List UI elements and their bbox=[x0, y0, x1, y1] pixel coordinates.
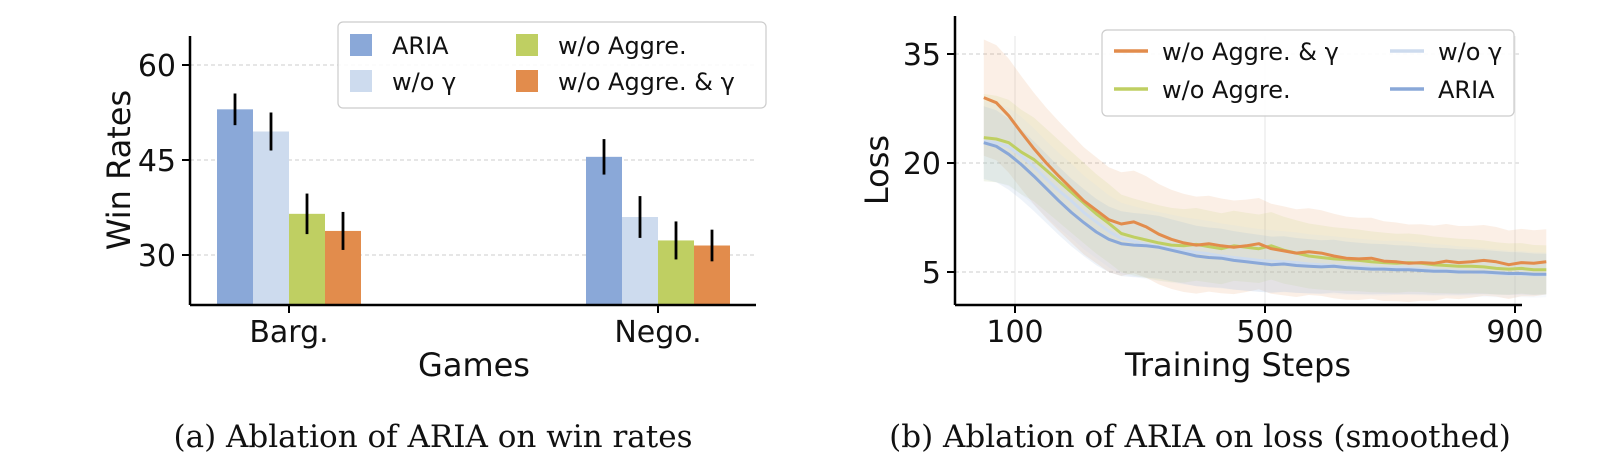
band-aria bbox=[983, 106, 1547, 295]
bar-aria-nego bbox=[586, 156, 622, 305]
panel-b-x-tick-label: 100 bbox=[986, 315, 1043, 350]
legend-label-aria: ARIA bbox=[392, 32, 449, 60]
panel-b-lines bbox=[983, 96, 1547, 277]
panel-a-x-tick-label: Nego. bbox=[614, 315, 701, 350]
legend-swatch-w-o-aggre bbox=[516, 34, 538, 56]
panel-a-legend-frame bbox=[337, 21, 767, 109]
legend-label-w-o-gamma: w/o γ bbox=[1438, 38, 1502, 66]
panel-a-y-label: Win Rates bbox=[100, 90, 138, 250]
legend-label-w-o-aggre: w/o Aggre. bbox=[1162, 76, 1291, 104]
panel-b-y-tick-label: 5 bbox=[922, 256, 941, 291]
legend-label-w-o-aggre: w/o Aggre. bbox=[558, 32, 687, 60]
panel-a-x-label: Games bbox=[418, 346, 530, 384]
panel-b-y-label: Loss bbox=[858, 135, 896, 205]
panel-a-y-ticks: 30 45 60 bbox=[138, 49, 190, 274]
panel-b-x-ticks: 100 500 900 bbox=[986, 305, 1544, 350]
panel-a-bars bbox=[217, 109, 730, 305]
panel-a-x-tick-label: Barg. bbox=[249, 315, 328, 350]
bar-w-o-gamma-barg bbox=[253, 131, 289, 305]
panel-b-y-tick-label: 20 bbox=[903, 147, 941, 182]
legend-swatch-w-o-gamma bbox=[350, 70, 372, 92]
legend-label-aria: ARIA bbox=[1438, 76, 1495, 104]
line-w-o-aggre-gamma bbox=[983, 96, 1547, 267]
panel-a-win-rates: 30 45 60 Barg. Nego. Games Win Rates ARIA w/… bbox=[100, 21, 767, 455]
bar-aria-barg bbox=[217, 109, 253, 305]
panel-a-y-tick-label: 60 bbox=[138, 49, 176, 84]
panel-b-y-tick-label: 35 bbox=[903, 38, 941, 73]
panel-a-x-ticks: Barg. Nego. bbox=[249, 305, 702, 350]
legend-swatch-aria bbox=[350, 34, 372, 56]
panel-b-x-tick-label: 500 bbox=[1236, 315, 1293, 350]
line-aria bbox=[983, 141, 1547, 276]
panel-a-y-tick-label: 30 bbox=[138, 239, 176, 274]
panel-a-error-bars bbox=[233, 93, 714, 262]
panel-b-loss: 5 20 35 100 500 900 Training Steps Loss w/o … bbox=[858, 16, 1547, 455]
panel-b-x-tick-label: 900 bbox=[1486, 315, 1543, 350]
panel-a-y-tick-label: 45 bbox=[138, 144, 176, 179]
panel-a-caption: (a) Ablation of ARIA on win rates bbox=[174, 419, 693, 455]
legend-label-w-o-gamma: w/o γ bbox=[392, 68, 456, 96]
panel-b-caption: (b) Ablation of ARIA on loss (smoothed) bbox=[889, 419, 1511, 455]
band-w-o-aggre-gamma bbox=[983, 39, 1547, 303]
panel-b-y-ticks: 5 20 35 bbox=[903, 38, 955, 291]
legend-label-w-o-aggre-gamma: w/o Aggre. & γ bbox=[1162, 38, 1339, 66]
band-w-o-gamma bbox=[983, 101, 1547, 298]
legend-swatch-w-o-aggre-gamma bbox=[516, 70, 538, 92]
panel-a-legend: ARIA w/o γ w/o Aggre. w/o Aggre. & γ bbox=[337, 21, 767, 109]
panel-b-legend: w/o Aggre. & γ w/o Aggre. w/o γ ARIA bbox=[1101, 29, 1515, 117]
panel-b-x-label: Training Steps bbox=[1124, 346, 1351, 384]
legend-label-w-o-aggre-gamma: w/o Aggre. & γ bbox=[558, 68, 735, 96]
